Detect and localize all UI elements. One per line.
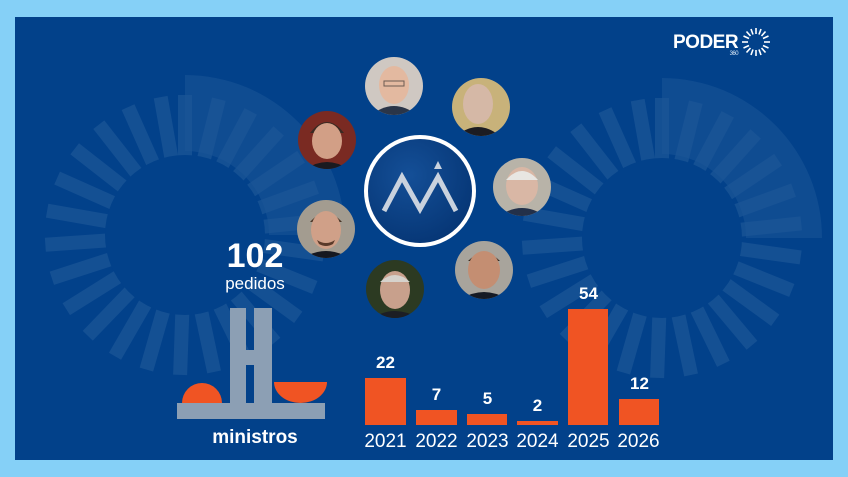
bar-value-2021: 22: [376, 353, 395, 372]
total-requests-label: pedidos: [225, 274, 285, 293]
bar-2023[interactable]: [467, 414, 507, 425]
bar-year-2021: 2021: [364, 431, 407, 452]
bar-year-2022: 2022: [415, 431, 458, 452]
minister-photo-4: [493, 158, 551, 216]
total-requests-count: 102: [226, 237, 284, 275]
bar-value-2026: 12: [630, 374, 649, 393]
minister-photo-2: [452, 78, 510, 136]
bar-year-2023: 2023: [466, 431, 509, 452]
category-label: ministros: [212, 427, 298, 448]
sunburst-logo-icon: [742, 28, 771, 56]
minister-photo-5: [297, 200, 355, 258]
poder360-logo[interactable]: PODER 360: [673, 25, 771, 59]
bar-value-2022: 7: [431, 385, 442, 404]
stf-emblem: [364, 135, 476, 247]
minister-photo-3: [298, 111, 356, 169]
bar-2026[interactable]: [619, 399, 659, 425]
bar-2022[interactable]: [416, 410, 457, 425]
national-congress-icon: [177, 308, 327, 419]
stf-emblem-icon: [381, 161, 459, 215]
bar-2025[interactable]: [568, 309, 608, 425]
bar-value-2024: 2: [532, 396, 543, 415]
bar-year-2024: 2024: [516, 431, 559, 452]
brand-sub: 360: [729, 50, 739, 57]
bar-2024[interactable]: [517, 421, 558, 425]
infographic-panel: PODER 360 10: [15, 17, 833, 460]
bar-year-2025: 2025: [567, 431, 610, 452]
brand-name: PODER 360: [673, 31, 739, 57]
minister-photo-7: [366, 260, 424, 318]
minister-photo-6: [455, 241, 513, 299]
background-sunburst-decoration: [44, 75, 822, 379]
bar-2021[interactable]: [365, 378, 406, 425]
bar-value-2025: 54: [579, 284, 598, 303]
bar-value-2023: 5: [482, 389, 493, 408]
minister-photo-1: [365, 57, 423, 115]
bar-year-2026: 2026: [617, 431, 660, 452]
